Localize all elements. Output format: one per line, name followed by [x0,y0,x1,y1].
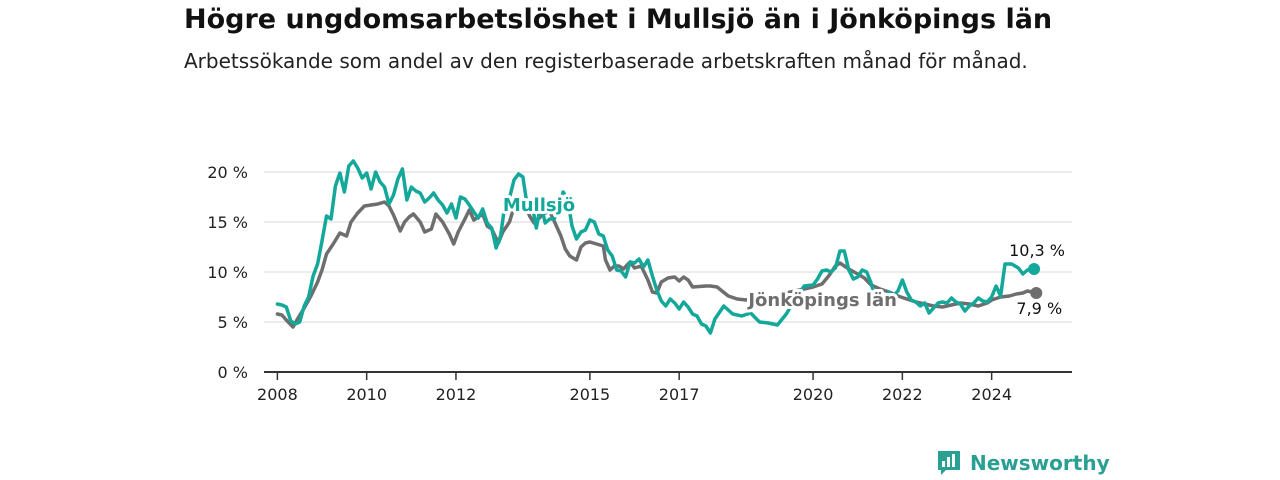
bar-chart-icon [938,451,960,475]
x-tick-label: 2024 [971,385,1012,404]
y-tick-label: 20 % [207,163,248,182]
series-label: Jönköpings län [746,290,897,311]
x-tick-label: 2015 [570,385,611,404]
x-tick-label: 2017 [659,385,700,404]
brand-name: Newsworthy [970,451,1110,475]
end-value-label: 7,9 % [1016,299,1062,318]
x-tick-label: 2020 [793,385,834,404]
x-tick-label: 2012 [436,385,477,404]
newsworthy-logo: Newsworthy [936,447,1110,479]
y-tick-label: 10 % [207,263,248,282]
series-line-mullsjö [275,159,1036,335]
y-tick-label: 0 % [218,363,248,382]
chart-title: Högre ungdomsarbetslöshet i Mullsjö än i… [184,4,1053,35]
chart-subtitle: Arbetssökande som andel av den registerb… [184,49,1028,73]
x-tick-label: 2010 [346,385,387,404]
end-value-label: 10,3 % [1009,241,1065,260]
end-point [1028,263,1041,275]
y-tick-label: 5 % [218,313,248,332]
x-tick-label: 2008 [257,385,298,404]
line-chart: 0 % 5 % 10 % 15 % 20 % 2008 2010 2012 2015 2017 20… [207,159,1072,404]
series-line-jönköpings-län [275,196,1039,329]
end-point [1030,287,1043,299]
series-label: Mullsjö [503,195,575,216]
y-tick-label: 15 % [207,213,248,232]
x-tick-label: 2022 [882,385,923,404]
